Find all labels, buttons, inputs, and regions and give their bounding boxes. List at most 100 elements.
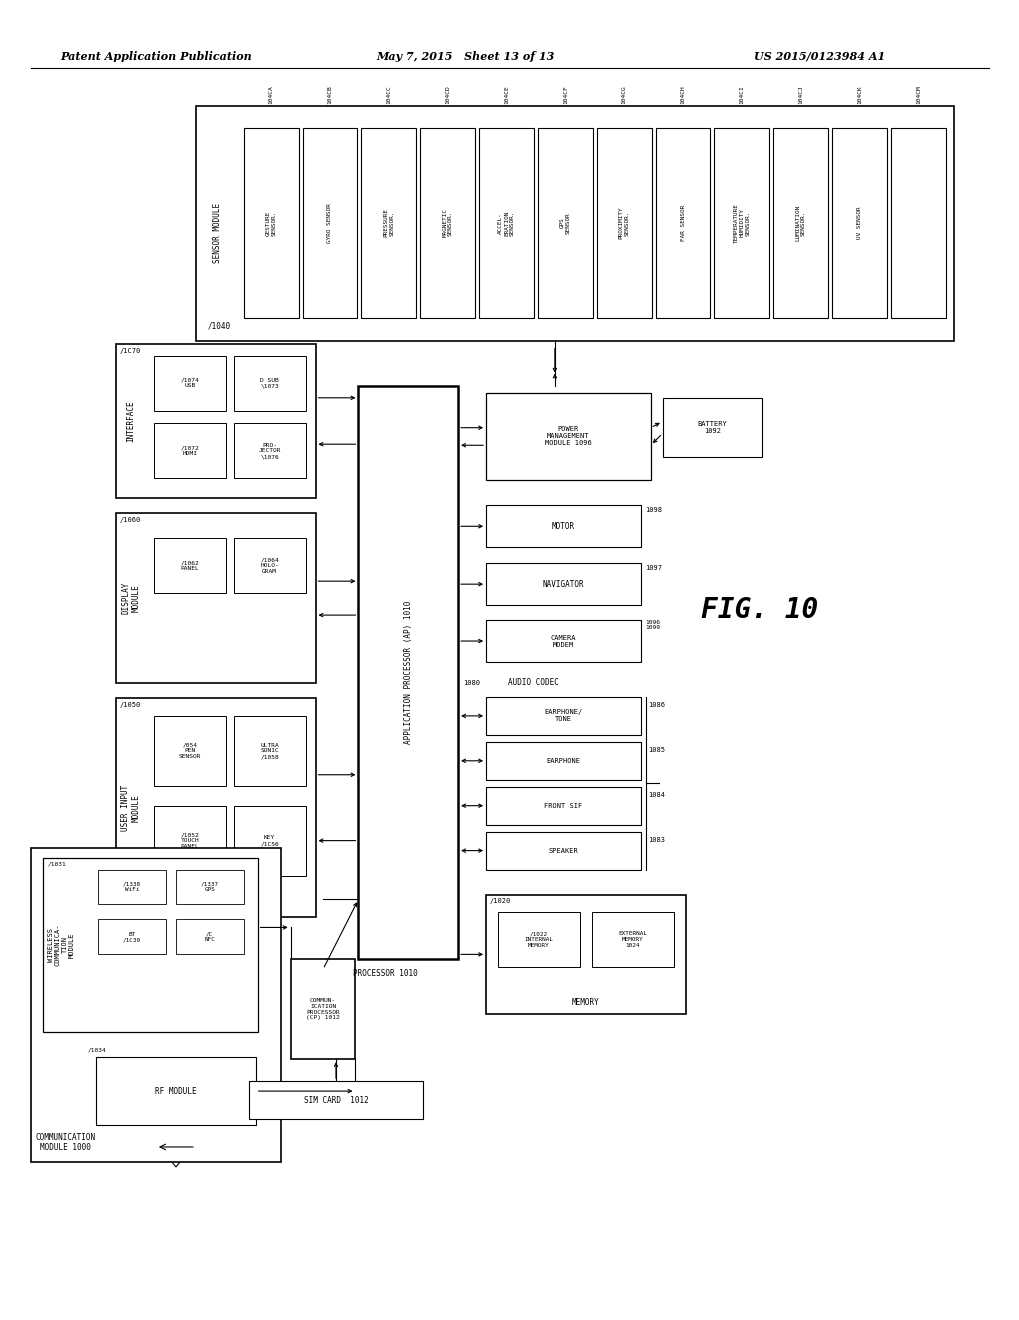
- Text: BT
/1C39: BT /1C39: [123, 932, 141, 942]
- Text: /054
PEN
SENSOR: /054 PEN SENSOR: [178, 743, 201, 759]
- Text: /1050: /1050: [120, 702, 142, 708]
- Bar: [486, 564, 640, 605]
- Text: COMMUN-
ICATION
PROCESSOR
(CP) 1012: COMMUN- ICATION PROCESSOR (CP) 1012: [306, 998, 339, 1020]
- Text: /1060: /1060: [120, 517, 142, 523]
- Bar: [116, 513, 315, 682]
- Bar: [832, 128, 887, 318]
- Text: FRONT SIF: FRONT SIF: [544, 803, 582, 809]
- Text: DISPLAY
MODULE: DISPLAY MODULE: [121, 582, 141, 614]
- Bar: [662, 397, 761, 458]
- Text: MOTOR: MOTOR: [551, 521, 575, 531]
- Text: 104CH: 104CH: [680, 86, 685, 104]
- Text: TEMPERATURE
HUMIDITY
SENSOR.: TEMPERATURE HUMIDITY SENSOR.: [733, 203, 749, 243]
- Text: /1338
WiFi: /1338 WiFi: [123, 882, 141, 892]
- Bar: [290, 960, 355, 1059]
- Text: BATTERY
1092: BATTERY 1092: [697, 421, 727, 434]
- Text: 1085: 1085: [648, 747, 665, 752]
- Bar: [98, 870, 166, 904]
- Text: 1086: 1086: [648, 702, 665, 708]
- Text: SIM CARD  1012: SIM CARD 1012: [304, 1096, 368, 1105]
- Bar: [154, 424, 225, 478]
- Bar: [233, 424, 306, 478]
- Text: 104CA: 104CA: [268, 86, 273, 104]
- Text: 104CB: 104CB: [327, 86, 332, 104]
- Text: RF MODULE: RF MODULE: [155, 1086, 197, 1096]
- Text: FAR SENSOR: FAR SENSOR: [680, 205, 685, 242]
- Text: KEY
/1C56: KEY /1C56: [260, 836, 279, 846]
- Bar: [96, 1057, 256, 1125]
- Text: /1034: /1034: [88, 1047, 107, 1052]
- Text: 104CI: 104CI: [739, 86, 744, 104]
- Bar: [420, 128, 475, 318]
- Text: ULTRA
SONIC
/1058: ULTRA SONIC /1058: [260, 743, 279, 759]
- Text: May 7, 2015   Sheet 13 of 13: May 7, 2015 Sheet 13 of 13: [376, 50, 553, 62]
- Bar: [43, 858, 258, 1032]
- Text: PRESSURE
SENSOR.: PRESSURE SENSOR.: [383, 209, 394, 238]
- Text: /1022
INTERNAL
MEMORY: /1022 INTERNAL MEMORY: [524, 931, 553, 948]
- Text: /1052
TOUCH
PANEL: /1052 TOUCH PANEL: [180, 833, 199, 849]
- Bar: [116, 698, 315, 917]
- Text: INTERFACE: INTERFACE: [126, 400, 136, 442]
- Bar: [154, 539, 225, 593]
- Text: MEMORY: MEMORY: [572, 998, 599, 1007]
- Bar: [713, 128, 768, 318]
- Bar: [175, 920, 244, 954]
- Bar: [486, 895, 685, 1014]
- Bar: [486, 392, 650, 480]
- Text: 104CJ: 104CJ: [798, 86, 802, 104]
- Text: GYRO SENSOR: GYRO SENSOR: [327, 203, 332, 243]
- Text: PRO-
JECTOR
\1076: PRO- JECTOR \1076: [258, 442, 280, 459]
- Bar: [154, 355, 225, 411]
- Text: GESTURE
SENSOR.: GESTURE SENSOR.: [266, 210, 276, 235]
- Bar: [361, 128, 416, 318]
- Text: 1096
1099: 1096 1099: [645, 619, 660, 631]
- Text: UV SENSOR: UV SENSOR: [856, 207, 861, 239]
- Bar: [175, 870, 244, 904]
- Text: MAGNETIC
SENSOR.: MAGNETIC SENSOR.: [442, 209, 452, 238]
- Bar: [233, 355, 306, 411]
- Bar: [249, 1081, 423, 1119]
- Bar: [537, 128, 592, 318]
- Bar: [233, 715, 306, 785]
- Bar: [497, 912, 579, 968]
- Bar: [303, 128, 357, 318]
- Text: LUMINATION
SENSOR.: LUMINATION SENSOR.: [795, 205, 805, 242]
- Text: AUDIO CODEC: AUDIO CODEC: [507, 678, 558, 688]
- Text: /1031: /1031: [47, 862, 66, 866]
- Bar: [32, 847, 280, 1162]
- Text: GPS
SENSOR: GPS SENSOR: [559, 213, 571, 234]
- Bar: [116, 343, 315, 499]
- Text: 104CD: 104CD: [444, 86, 449, 104]
- Bar: [596, 128, 651, 318]
- Text: NAVIGATOR: NAVIGATOR: [542, 579, 584, 589]
- Text: /1072
HDMI: /1072 HDMI: [180, 446, 199, 457]
- Text: /C
NFC: /C NFC: [204, 932, 215, 942]
- Text: 104CM: 104CM: [915, 86, 920, 104]
- Bar: [196, 106, 953, 341]
- Bar: [479, 128, 533, 318]
- Bar: [486, 697, 640, 735]
- Text: 104CE: 104CE: [503, 86, 508, 104]
- Text: 104CK: 104CK: [856, 86, 861, 104]
- Text: EARPHONE: EARPHONE: [546, 758, 580, 764]
- Bar: [486, 620, 640, 663]
- Bar: [98, 920, 166, 954]
- Bar: [154, 805, 225, 875]
- Text: 1084: 1084: [648, 792, 665, 797]
- Text: USER INPUT
MODULE: USER INPUT MODULE: [121, 784, 141, 830]
- Text: APPLICATION PROCESSOR (AP) 1010: APPLICATION PROCESSOR (AP) 1010: [404, 601, 413, 744]
- Bar: [233, 805, 306, 875]
- Text: US 2015/0123984 A1: US 2015/0123984 A1: [753, 50, 883, 62]
- Text: /1062
PANEL: /1062 PANEL: [180, 560, 199, 572]
- Text: ACCEL-
ERATION
SENSOR.: ACCEL- ERATION SENSOR.: [497, 210, 515, 235]
- Text: 104CG: 104CG: [621, 86, 626, 104]
- Bar: [486, 832, 640, 870]
- Text: EXTERNAL
MEMORY
1024: EXTERNAL MEMORY 1024: [618, 931, 646, 948]
- Bar: [358, 385, 458, 960]
- Text: /1C70: /1C70: [120, 347, 142, 354]
- Text: CAMERA
MODEM: CAMERA MODEM: [550, 635, 576, 648]
- Text: 1083: 1083: [648, 837, 665, 842]
- Bar: [233, 539, 306, 593]
- Bar: [486, 787, 640, 825]
- Text: /1337
GPS: /1337 GPS: [201, 882, 219, 892]
